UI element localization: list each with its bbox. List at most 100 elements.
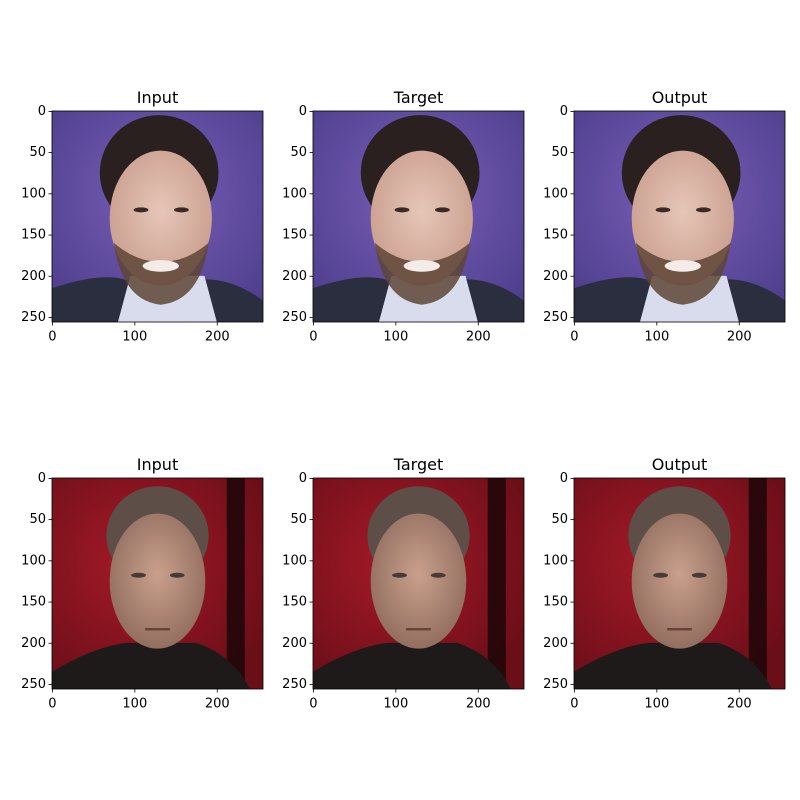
x-tick-label: 200 <box>205 330 230 345</box>
x-tick-label: 200 <box>727 330 752 345</box>
y-tick-label: 150 <box>282 595 307 610</box>
dark-bar <box>748 478 767 689</box>
y-tick-label: 250 <box>21 310 46 325</box>
y-tick-label: 100 <box>282 553 307 568</box>
x-tick-label: 0 <box>309 330 317 345</box>
image <box>52 111 263 322</box>
y-tick-label: 50 <box>29 145 46 160</box>
x-tick-label: 200 <box>466 697 491 712</box>
subplot-title: Output <box>652 88 708 107</box>
y-tick-label: 150 <box>282 228 307 243</box>
y-tick-label: 0 <box>560 104 568 119</box>
axes-frame <box>51 477 264 690</box>
eye-right <box>434 207 450 213</box>
y-tick-label: 150 <box>543 228 568 243</box>
y-tick-label: 0 <box>38 471 46 486</box>
y-tick-label: 50 <box>551 512 568 527</box>
image <box>574 478 785 689</box>
y-tick-label: 250 <box>21 677 46 692</box>
eye-right <box>173 207 189 213</box>
y-tick-label: 200 <box>21 636 46 651</box>
face <box>370 150 473 286</box>
y-tick-label: 50 <box>290 145 307 160</box>
mouth <box>142 260 179 272</box>
image <box>313 478 524 689</box>
y-tick-label: 100 <box>543 553 568 568</box>
face <box>109 513 206 649</box>
x-tick-label: 100 <box>383 330 408 345</box>
subplot-title: Output <box>652 455 708 474</box>
subplot-title: Target <box>393 88 444 107</box>
y-tick-label: 0 <box>299 104 307 119</box>
beard <box>374 242 470 305</box>
subplot-title: Input <box>137 455 178 474</box>
mouth <box>406 628 431 631</box>
axes-frame <box>312 477 525 690</box>
x-tick-label: 200 <box>466 330 491 345</box>
eye-right <box>695 207 711 213</box>
y-tick-label: 200 <box>21 269 46 284</box>
axes-frame <box>312 110 525 323</box>
mouth <box>667 628 692 631</box>
x-tick-label: 0 <box>309 697 317 712</box>
x-tick-label: 0 <box>570 330 578 345</box>
image <box>52 478 263 689</box>
beard <box>113 242 209 305</box>
suit <box>52 642 250 689</box>
x-tick-label: 100 <box>122 330 147 345</box>
axes-frame <box>51 110 264 323</box>
eye-left <box>655 207 671 213</box>
eye-left <box>131 572 146 578</box>
axes-frame <box>573 477 786 690</box>
subplot-title: Target <box>393 455 444 474</box>
suit <box>574 642 772 689</box>
y-tick-label: 200 <box>282 636 307 651</box>
mouth <box>145 628 170 631</box>
y-tick-label: 250 <box>543 310 568 325</box>
x-tick-label: 0 <box>570 697 578 712</box>
y-tick-label: 100 <box>543 186 568 201</box>
suit <box>313 642 511 689</box>
y-tick-label: 150 <box>21 595 46 610</box>
eye-right <box>691 572 707 578</box>
x-tick-label: 0 <box>48 330 56 345</box>
y-tick-label: 150 <box>21 228 46 243</box>
face <box>631 513 728 649</box>
eye-left <box>392 572 407 578</box>
face <box>370 513 467 649</box>
image <box>574 111 785 322</box>
y-tick-label: 100 <box>282 186 307 201</box>
subplot-title: Input <box>137 88 178 107</box>
image <box>313 111 524 322</box>
y-tick-label: 250 <box>282 310 307 325</box>
x-tick-label: 0 <box>48 697 56 712</box>
mouth <box>403 260 440 272</box>
y-tick-label: 0 <box>299 471 307 486</box>
y-tick-label: 200 <box>282 269 307 284</box>
eye-right <box>169 572 185 578</box>
y-tick-label: 100 <box>21 553 46 568</box>
mouth <box>664 260 701 272</box>
y-tick-label: 200 <box>543 269 568 284</box>
eye-left <box>394 207 410 213</box>
y-tick-label: 100 <box>21 186 46 201</box>
x-tick-label: 100 <box>122 697 147 712</box>
beard <box>635 242 731 305</box>
y-tick-label: 200 <box>543 636 568 651</box>
dark-bar <box>226 478 245 689</box>
dark-bar <box>487 478 506 689</box>
y-tick-label: 0 <box>38 104 46 119</box>
eye-right <box>430 572 446 578</box>
y-tick-label: 50 <box>551 145 568 160</box>
y-tick-label: 50 <box>29 512 46 527</box>
x-tick-label: 100 <box>383 697 408 712</box>
x-tick-label: 200 <box>727 697 752 712</box>
x-tick-label: 100 <box>644 330 669 345</box>
axes-frame <box>573 110 786 323</box>
eye-left <box>133 207 149 213</box>
face <box>109 150 212 286</box>
y-tick-label: 250 <box>282 677 307 692</box>
eye-left <box>653 572 668 578</box>
x-tick-label: 100 <box>644 697 669 712</box>
